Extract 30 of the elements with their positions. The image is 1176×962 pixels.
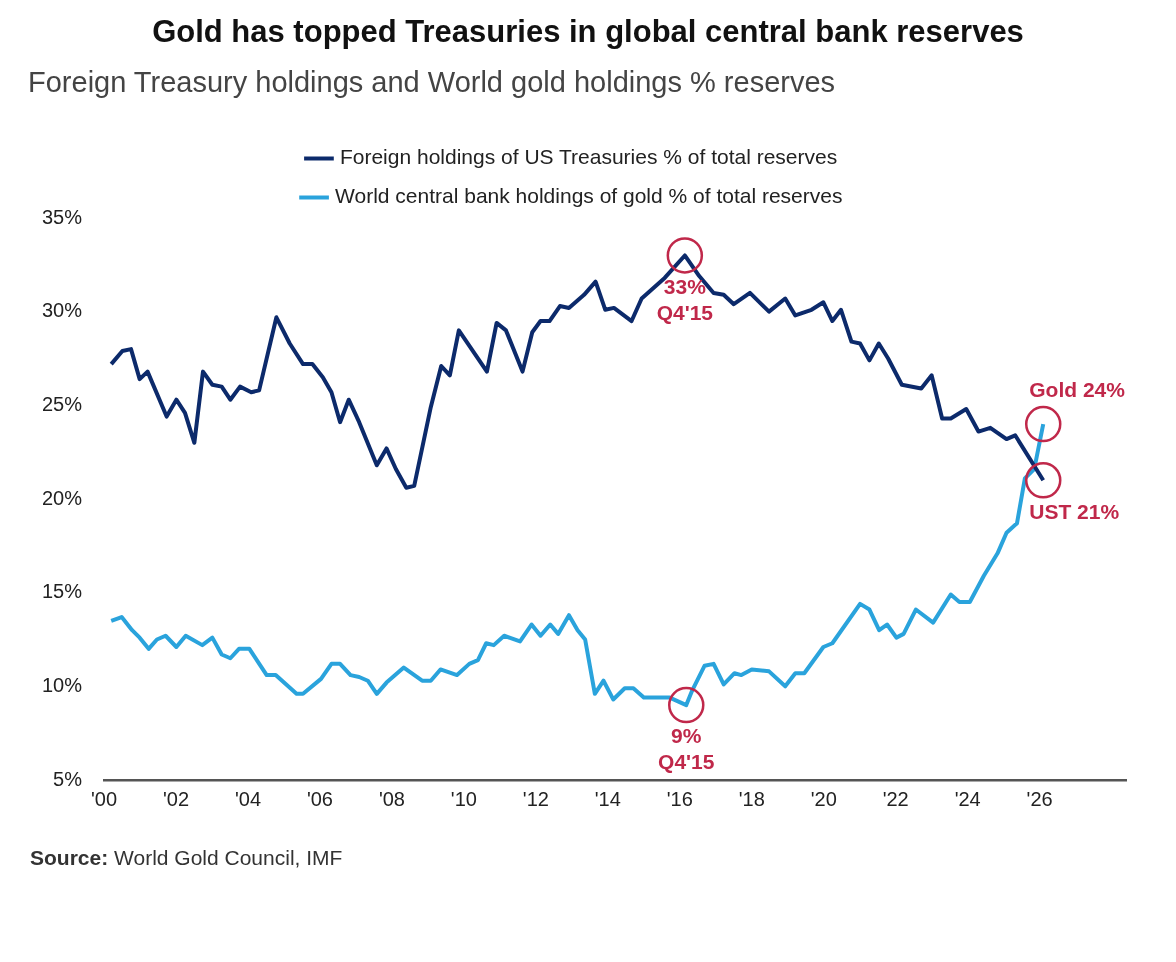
y-tick-label: 15% [42,580,83,603]
y-tick-label: 25% [42,392,83,415]
x-tick-label: '06 [306,787,333,810]
y-tick-label: 20% [42,486,83,509]
x-tick-label: '14 [594,787,621,810]
x-tick-label: '04 [234,787,262,810]
x-tick-label: '18 [738,787,765,810]
annotation: Gold 24% [1029,378,1126,402]
chart-subtitle: Foreign Treasury holdings and World gold holdings % reserves [28,66,836,99]
x-tick-label: '24 [954,787,981,810]
chart-title: Gold has topped Treasuries in global central bank reserves [151,14,1025,50]
x-tick-label: '02 [162,787,190,810]
x-tick-label: '10 [450,787,477,810]
annotation: 33% Q4'15 [656,274,714,324]
y-tick-label: 30% [42,299,83,322]
x-tick-label: '12 [522,787,549,810]
x-tick-label: '08 [378,787,405,810]
x-tick-label: '26 [1026,787,1053,810]
legend-label: Foreign holdings of US Treasuries % of total reserves [339,145,838,169]
x-tick-label: '20 [810,787,837,810]
annotation: 9% Q4'15 [658,724,715,774]
x-tick-label: '00 [90,787,118,810]
legend-label: World central bank holdings of gold % of total reserves [335,184,843,208]
x-tick-label: '22 [882,787,909,810]
y-tick-label: 5% [53,767,83,790]
source-note: Source: World Gold Council, IMF [30,845,344,871]
y-tick-label: 35% [42,205,83,228]
y-tick-label: 10% [42,673,83,696]
annotation: UST 21% [1029,499,1120,523]
x-tick-label: '16 [666,787,693,810]
